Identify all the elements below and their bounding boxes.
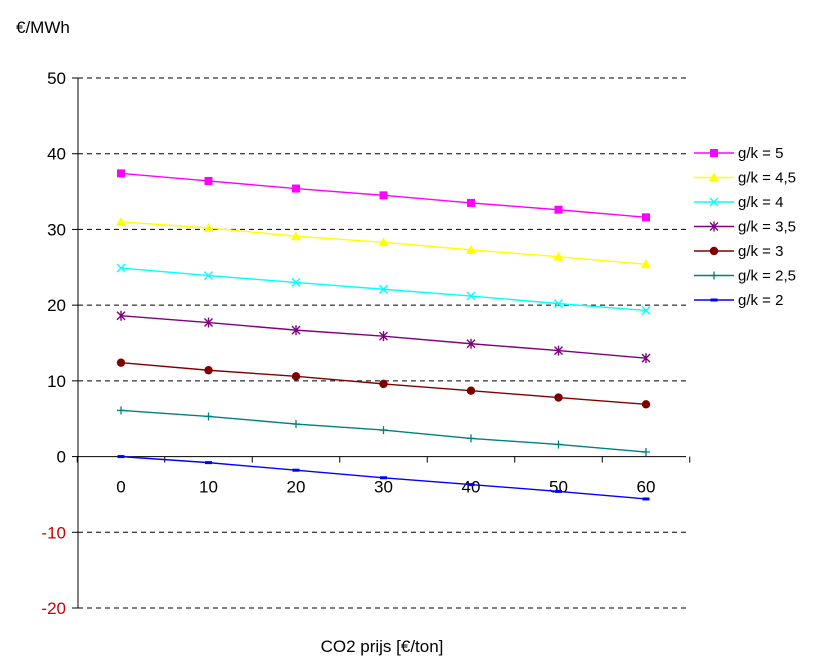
data-point (379, 426, 388, 435)
data-point (116, 358, 126, 367)
data-point (554, 440, 563, 449)
data-point (204, 412, 213, 421)
data-point (117, 406, 125, 415)
legend-item: g/k = 2 (694, 292, 783, 309)
legend-label: g/k = 5 (738, 145, 783, 162)
data-point (116, 263, 126, 273)
series-group (116, 169, 651, 501)
data-point (204, 271, 213, 281)
data-point (379, 284, 388, 294)
data-point (117, 169, 125, 178)
x-tick-label: 40 (462, 478, 481, 497)
data-point (642, 497, 650, 501)
legend-item: g/k = 3,5 (694, 219, 796, 236)
data-point (641, 353, 651, 364)
legend-label: g/k = 4,5 (738, 170, 796, 187)
data-point (291, 372, 301, 381)
legend-item: g/k = 2,5 (694, 268, 796, 285)
data-point (641, 305, 651, 315)
data-point (466, 291, 476, 301)
data-point (204, 366, 213, 375)
data-point (554, 345, 563, 356)
data-point (292, 184, 300, 193)
y-tick-label: 40 (47, 145, 66, 164)
data-point (710, 271, 718, 280)
data-point (117, 455, 125, 459)
x-tick-label: 50 (549, 478, 568, 497)
data-point (116, 216, 126, 226)
x-axis-title: CO2 prijs [€/ton] (321, 637, 444, 656)
legend-label: g/k = 4 (738, 194, 783, 211)
x-tick-label: 20 (287, 478, 306, 497)
data-point (291, 231, 301, 241)
data-point (554, 393, 563, 402)
series (116, 358, 651, 409)
data-point (709, 197, 719, 207)
legend-item: g/k = 4,5 (694, 170, 796, 187)
data-point (466, 338, 476, 349)
y-tick-label: 30 (47, 220, 66, 239)
data-point (378, 237, 389, 247)
data-point (642, 213, 650, 222)
data-point (554, 205, 563, 214)
data-point (466, 244, 476, 254)
data-point (710, 298, 718, 302)
y-tick-label: 20 (47, 296, 66, 315)
series (117, 455, 650, 501)
legend-item: g/k = 3 (694, 243, 783, 260)
data-point (204, 317, 213, 328)
data-point (204, 176, 213, 185)
data-point (205, 461, 212, 465)
data-point (709, 172, 719, 182)
legend-label: g/k = 2,5 (738, 268, 796, 285)
data-point (203, 222, 214, 232)
series (117, 169, 650, 222)
data-point (467, 483, 475, 487)
data-point (466, 386, 476, 395)
series (117, 406, 650, 457)
data-point (292, 468, 300, 472)
data-point (710, 149, 718, 157)
data-point (554, 299, 563, 309)
data-point (709, 221, 719, 232)
data-point (642, 448, 650, 457)
data-point (291, 325, 301, 336)
x-tick-label: 0 (116, 478, 125, 497)
data-point (380, 476, 387, 480)
data-point (553, 251, 564, 261)
data-point (116, 310, 126, 321)
data-point (555, 489, 562, 493)
data-point (379, 331, 388, 342)
data-point (709, 246, 719, 256)
data-point (291, 277, 301, 287)
legend-label: g/k = 2 (738, 292, 783, 309)
legend-label: g/k = 3 (738, 243, 783, 260)
x-tick-label: 60 (637, 478, 656, 497)
data-point (292, 420, 300, 429)
data-point (379, 191, 388, 200)
legend: g/k = 5 g/k = 4,5 g/k = 4 g/k = 3,5 g/k = 3 g… (694, 145, 796, 309)
y-axis-title: €/MWh (16, 18, 70, 37)
legend-label: g/k = 3,5 (738, 219, 796, 236)
series (116, 216, 651, 269)
y-tick-label: 0 (57, 448, 66, 467)
y-tick-label: -10 (41, 523, 66, 542)
data-point (379, 379, 388, 389)
y-tick-label: 10 (47, 372, 66, 391)
series (116, 263, 651, 315)
x-tick-label: 10 (199, 478, 218, 497)
grid (78, 77, 686, 609)
y-tick-label: -20 (41, 599, 66, 618)
y-tick-label: 50 (47, 69, 66, 88)
legend-item: g/k = 4 (694, 194, 783, 211)
data-point (467, 198, 475, 207)
axes: -20 -10 0 10 20 30 40 50 0 10 20 30 40 50 60 (41, 69, 691, 618)
data-point (641, 400, 651, 409)
x-tick-label: 30 (374, 478, 393, 497)
legend-item: g/k = 5 (694, 145, 783, 162)
data-point (641, 259, 651, 269)
data-point (467, 434, 475, 443)
series (116, 310, 651, 364)
